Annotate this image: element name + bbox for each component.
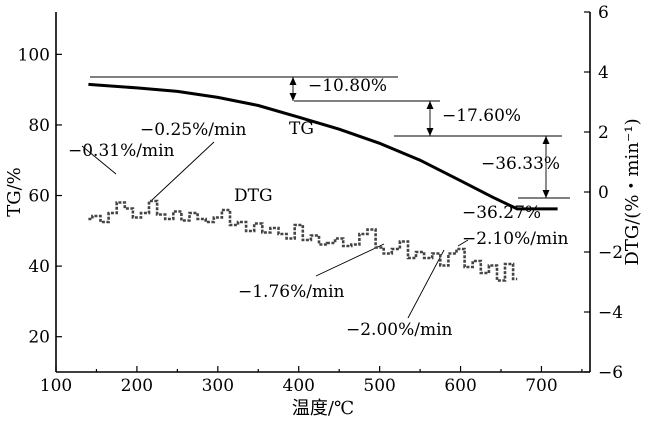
mass-loss-label-3: −36.33% — [481, 154, 560, 174]
arrow-head — [542, 190, 550, 198]
annotation-leader-line — [315, 243, 385, 277]
plot-frame — [55, 12, 591, 373]
annotation-leader-line — [81, 145, 117, 175]
x-tick-label: 700 — [525, 376, 557, 396]
rate-label-1: −0.25%/min — [140, 120, 247, 140]
right-y-tick-label: −4 — [598, 303, 623, 323]
rate-label-5: −2.00%/min — [346, 320, 453, 340]
axis-ticks: 100 200 300 400 500 600 700 20 40 60 80 100 −6 −4 −2 0 2… — [18, 3, 624, 396]
annotation-labels: −10.80% −17.60% −36.33% −36.27% TG DTG −0.25%/… — [68, 76, 569, 340]
annotation-guides — [81, 76, 570, 319]
right-y-tick-label: 4 — [598, 63, 609, 83]
mass-loss-label-1: −10.80% — [308, 76, 387, 96]
annotation-leader-line — [407, 249, 445, 319]
tg-curve-label: TG — [289, 119, 314, 139]
left-y-tick-label: 100 — [18, 45, 50, 65]
x-tick-label: 200 — [121, 376, 153, 396]
right-y-axis-label: DTG/(%・min⁻¹) — [622, 118, 643, 265]
right-y-tick-label: −2 — [598, 243, 623, 263]
x-tick-label: 400 — [283, 376, 315, 396]
right-y-tick-label: 0 — [598, 183, 609, 203]
left-y-tick-label: 20 — [28, 328, 50, 348]
annotation-leader-line — [457, 239, 469, 247]
arrow-head — [289, 93, 297, 101]
left-y-axis-label: TG/% — [4, 167, 25, 217]
rate-label-2: −0.31%/min — [68, 141, 175, 161]
arrow-head — [289, 77, 297, 85]
mass-loss-label-2: −17.60% — [442, 106, 521, 126]
mass-loss-label-4: −36.27% — [462, 203, 541, 223]
rate-label-4: −2.10%/min — [462, 229, 569, 249]
arrow-head — [426, 128, 434, 136]
rate-label-3: −1.76%/min — [238, 282, 345, 302]
left-y-tick-label: 60 — [28, 187, 50, 207]
right-y-tick-label: −6 — [598, 363, 623, 383]
plot-series — [88, 82, 558, 282]
x-tick-label: 100 — [40, 376, 72, 396]
x-tick-label: 500 — [363, 376, 395, 396]
annotation-leader-line — [151, 141, 215, 201]
x-axis-label: 温度/℃ — [292, 398, 354, 419]
dtg-series-line — [88, 199, 518, 282]
left-y-tick-label: 80 — [28, 116, 50, 136]
x-tick-label: 300 — [202, 376, 234, 396]
right-y-tick-label: 6 — [598, 3, 609, 23]
left-y-tick-label: 40 — [28, 257, 50, 277]
tg-series-line — [88, 82, 558, 211]
arrow-head — [542, 136, 550, 144]
arrow-head — [426, 101, 434, 109]
x-tick-label: 600 — [444, 376, 476, 396]
dtg-curve-label: DTG — [234, 186, 273, 206]
right-y-tick-label: 2 — [598, 123, 609, 143]
